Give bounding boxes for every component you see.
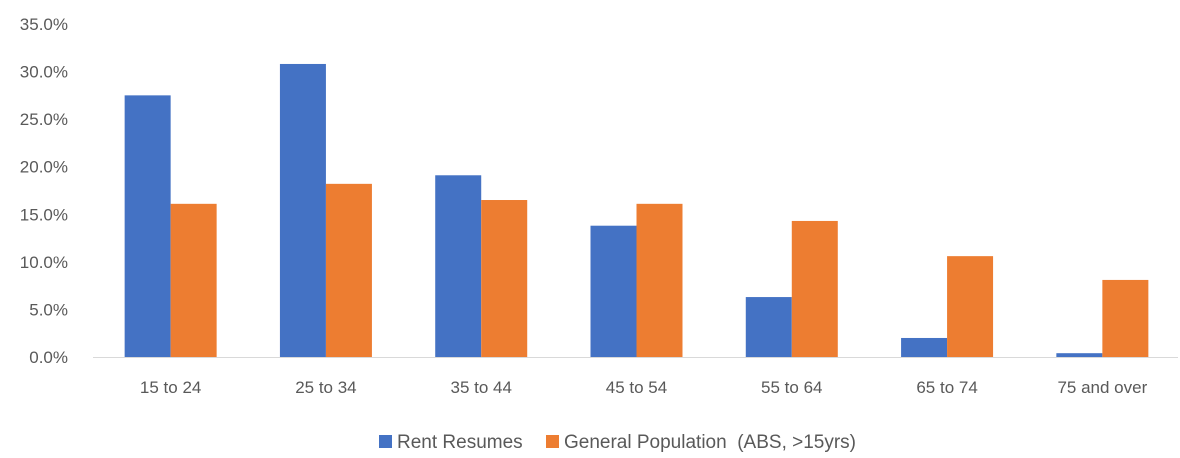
bar-rent-resumes-5 [901,337,948,357]
y-tick-label: 20.0% [20,158,68,177]
bars [124,63,1149,358]
bar-rent-resumes-1 [279,63,326,358]
x-tick-label: 45 to 54 [606,378,667,397]
x-tick-label: 55 to 64 [761,378,822,397]
bar-general-population-3 [636,203,683,357]
y-tick-label: 30.0% [20,63,68,82]
y-tick-label: 15.0% [20,205,68,224]
bar-rent-resumes-0 [124,95,171,357]
bar-rent-resumes-6 [1056,353,1103,357]
legend-label: General Population (ABS, >15yrs) [564,432,856,453]
bar-general-population-4 [791,220,838,357]
bar-general-population-2 [481,200,528,357]
bar-general-population-1 [325,183,372,357]
bar-general-population-5 [947,256,994,357]
x-tick-label: 15 to 24 [140,378,201,397]
x-tick-label: 25 to 34 [295,378,356,397]
bar-rent-resumes-3 [590,225,637,357]
x-axis-tick-labels: 15 to 24 25 to 34 35 to 44 45 to 54 55 to 64… [140,378,1148,397]
bar-rent-resumes-2 [435,175,482,357]
y-tick-label: 5.0% [29,300,68,319]
legend-swatch [379,435,392,448]
x-tick-label: 75 and over [1057,378,1147,397]
legend: Rent Resumes General Population (ABS, >15… [379,432,856,453]
bar-general-population-6 [1102,279,1149,357]
bar-rent-resumes-4 [745,297,792,357]
legend-label: Rent Resumes [397,432,523,453]
x-tick-label: 35 to 44 [450,378,511,397]
x-tick-label: 65 to 74 [916,378,977,397]
y-tick-label: 35.0% [20,15,68,34]
y-tick-label: 0.0% [29,348,68,367]
y-tick-label: 25.0% [20,110,68,129]
legend-swatch [546,435,559,448]
y-tick-label: 10.0% [20,253,68,272]
bar-general-population-0 [170,203,217,357]
y-axis-tick-labels: 0.0% 5.0% 10.0% 15.0% 20.0% 25.0% 30.0% 35.0% [20,15,68,367]
